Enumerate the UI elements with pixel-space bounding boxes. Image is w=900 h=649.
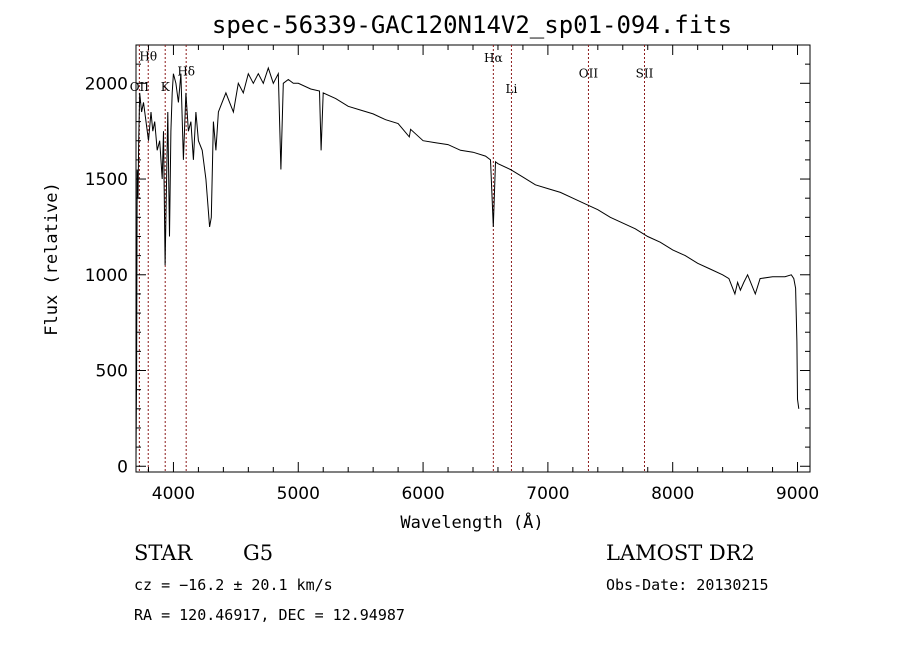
line-markers: OII Hθ K Hδ Hα Li OII SII: [130, 45, 654, 472]
object-class: STAR: [134, 541, 193, 565]
spectrum-series-line: [135, 66, 800, 461]
spectral-line-label: OII: [130, 80, 150, 94]
spectral-line-label: SII: [636, 67, 654, 81]
spectral-line-label: Li: [506, 82, 518, 96]
plot-frame: [135, 44, 811, 473]
y-tick-label: 0: [117, 457, 128, 477]
y-tick-label: 1000: [85, 266, 128, 286]
y-tick-label: 500: [96, 362, 128, 382]
x-tick-label: 4000: [152, 484, 195, 504]
spectral-line-label: Hθ: [139, 49, 157, 63]
x-tick-label: 7000: [526, 484, 569, 504]
spectral-line-label: Hα: [484, 51, 503, 65]
object-subclass: G5: [243, 541, 273, 565]
redshift-velocity: cz = −16.2 ± 20.1 km/s: [134, 576, 333, 594]
x-axis-label: Wavelength (Å): [400, 511, 543, 533]
axis-ticks: 4000 5000 6000 7000 8000 9000 0 500 1000 1500 2000: [85, 45, 819, 504]
sky-coordinates: RA = 120.46917, DEC = 12.94987: [134, 606, 405, 624]
spectral-line-label: Hδ: [177, 65, 195, 79]
spectral-line-label: OII: [579, 67, 599, 81]
x-tick-label: 6000: [401, 484, 444, 504]
spectral-line-label: K: [161, 80, 171, 94]
chart-title: spec-56339-GAC120N14V2_sp01-094.fits: [212, 11, 732, 39]
observation-date: Obs-Date: 20130215: [606, 576, 769, 594]
y-tick-label: 2000: [85, 74, 128, 94]
y-axis-label: Flux (relative): [42, 182, 62, 336]
x-tick-label: 5000: [277, 484, 320, 504]
survey-name: LAMOST DR2: [606, 541, 755, 565]
y-tick-label: 1500: [85, 170, 128, 190]
x-tick-label: 8000: [651, 484, 694, 504]
x-tick-label: 9000: [776, 484, 819, 504]
